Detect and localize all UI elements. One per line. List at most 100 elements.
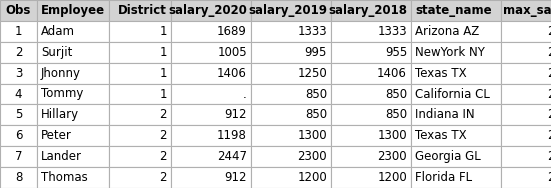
- Text: Indiana IN: Indiana IN: [415, 108, 474, 121]
- Text: Lander: Lander: [41, 150, 82, 163]
- Text: California CL: California CL: [415, 87, 490, 101]
- Text: District: District: [118, 4, 167, 17]
- Bar: [0, 0, 37, 21]
- Text: 1005: 1005: [218, 46, 247, 59]
- Text: 850: 850: [385, 87, 407, 101]
- Text: 2447: 2447: [547, 129, 551, 142]
- Text: 1333: 1333: [377, 25, 407, 38]
- Text: 850: 850: [305, 87, 327, 101]
- Bar: [109, 146, 171, 167]
- Text: Hillary: Hillary: [41, 108, 79, 121]
- Bar: [109, 21, 171, 42]
- Text: 2: 2: [15, 46, 22, 59]
- Bar: [171, 125, 251, 146]
- Bar: [251, 63, 331, 83]
- Bar: [251, 146, 331, 167]
- Text: max_salary: max_salary: [503, 4, 551, 17]
- Bar: [501, 21, 551, 42]
- Text: Jhonny: Jhonny: [41, 67, 81, 80]
- Bar: [109, 0, 171, 21]
- Text: 2447: 2447: [547, 108, 551, 121]
- Text: Georgia GL: Georgia GL: [415, 150, 481, 163]
- Bar: [331, 63, 411, 83]
- Bar: [37, 146, 109, 167]
- Text: 1333: 1333: [298, 25, 327, 38]
- Bar: [171, 42, 251, 63]
- Bar: [411, 83, 501, 105]
- Bar: [501, 125, 551, 146]
- Text: 2447: 2447: [547, 25, 551, 38]
- Bar: [37, 83, 109, 105]
- Bar: [0, 146, 37, 167]
- Bar: [109, 83, 171, 105]
- Text: 1: 1: [15, 25, 22, 38]
- Text: 1: 1: [159, 87, 167, 101]
- Text: 2: 2: [159, 171, 167, 184]
- Text: NewYork NY: NewYork NY: [415, 46, 485, 59]
- Bar: [251, 125, 331, 146]
- Text: 912: 912: [224, 108, 247, 121]
- Text: 995: 995: [305, 46, 327, 59]
- Text: 2447: 2447: [217, 150, 247, 163]
- Bar: [331, 0, 411, 21]
- Text: 1200: 1200: [377, 171, 407, 184]
- Text: 7: 7: [15, 150, 22, 163]
- Text: 1406: 1406: [377, 67, 407, 80]
- Text: 8: 8: [15, 171, 22, 184]
- Text: 4: 4: [15, 87, 22, 101]
- Text: 5: 5: [15, 108, 22, 121]
- Bar: [37, 125, 109, 146]
- Bar: [171, 21, 251, 42]
- Bar: [331, 146, 411, 167]
- Text: 1406: 1406: [217, 67, 247, 80]
- Bar: [109, 105, 171, 125]
- Text: Adam: Adam: [41, 25, 75, 38]
- Bar: [501, 83, 551, 105]
- Bar: [251, 0, 331, 21]
- Bar: [411, 21, 501, 42]
- Bar: [331, 21, 411, 42]
- Text: Texas TX: Texas TX: [415, 67, 467, 80]
- Bar: [171, 146, 251, 167]
- Bar: [37, 21, 109, 42]
- Text: 955: 955: [385, 46, 407, 59]
- Text: 1: 1: [159, 46, 167, 59]
- Text: 2447: 2447: [547, 46, 551, 59]
- Text: 850: 850: [305, 108, 327, 121]
- Text: Obs: Obs: [6, 4, 31, 17]
- Bar: [0, 167, 37, 188]
- Bar: [501, 105, 551, 125]
- Text: 2: 2: [159, 150, 167, 163]
- Text: 2447: 2447: [547, 87, 551, 101]
- Bar: [171, 83, 251, 105]
- Bar: [171, 0, 251, 21]
- Text: Florida FL: Florida FL: [415, 171, 472, 184]
- Bar: [0, 21, 37, 42]
- Text: 6: 6: [15, 129, 22, 142]
- Text: 1200: 1200: [297, 171, 327, 184]
- Text: Texas TX: Texas TX: [415, 129, 467, 142]
- Bar: [501, 167, 551, 188]
- Bar: [501, 63, 551, 83]
- Bar: [0, 125, 37, 146]
- Bar: [171, 63, 251, 83]
- Bar: [251, 105, 331, 125]
- Text: 1: 1: [159, 67, 167, 80]
- Bar: [171, 167, 251, 188]
- Bar: [501, 42, 551, 63]
- Text: 2447: 2447: [547, 171, 551, 184]
- Bar: [171, 105, 251, 125]
- Bar: [331, 83, 411, 105]
- Bar: [411, 42, 501, 63]
- Bar: [411, 105, 501, 125]
- Text: 2447: 2447: [547, 150, 551, 163]
- Bar: [411, 167, 501, 188]
- Text: state_name: state_name: [415, 4, 491, 17]
- Bar: [331, 125, 411, 146]
- Bar: [331, 105, 411, 125]
- Text: 2: 2: [159, 108, 167, 121]
- Text: Tommy: Tommy: [41, 87, 83, 101]
- Text: Arizona AZ: Arizona AZ: [415, 25, 479, 38]
- Text: 2: 2: [159, 129, 167, 142]
- Bar: [331, 167, 411, 188]
